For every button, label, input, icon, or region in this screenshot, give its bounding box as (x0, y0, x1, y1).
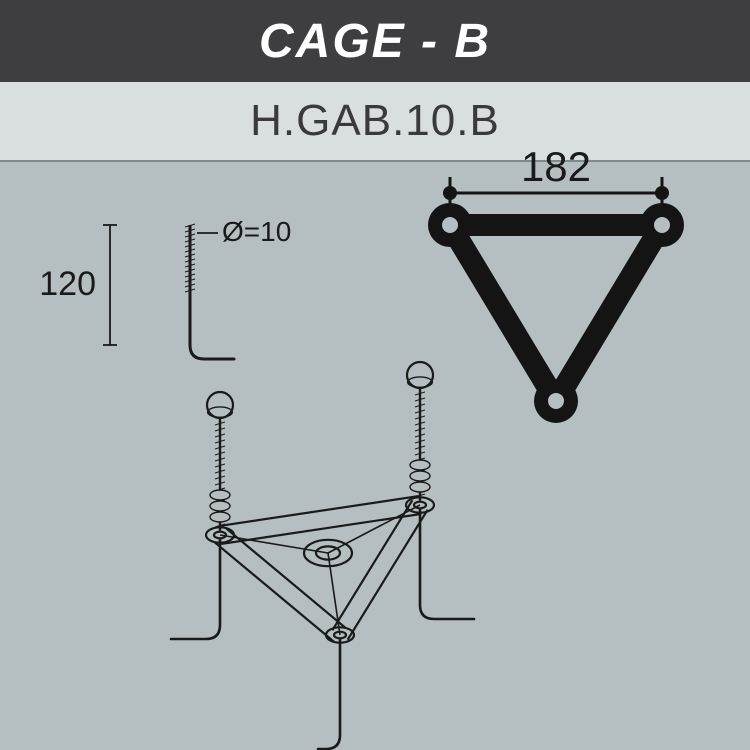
isometric-assembly (171, 362, 474, 749)
bolt-dimension-diagram: 120 Ø=10 (39, 216, 291, 359)
product-code: H.GAB.10.B (250, 96, 500, 146)
title-bar: CAGE - B (0, 0, 750, 82)
subtitle-bar: H.GAB.10.B (0, 82, 750, 162)
svg-text:120: 120 (39, 265, 96, 303)
product-title: CAGE - B (259, 14, 491, 69)
triangle-plan-view: 182 (428, 143, 684, 423)
svg-text:Ø=10: Ø=10 (222, 216, 291, 247)
